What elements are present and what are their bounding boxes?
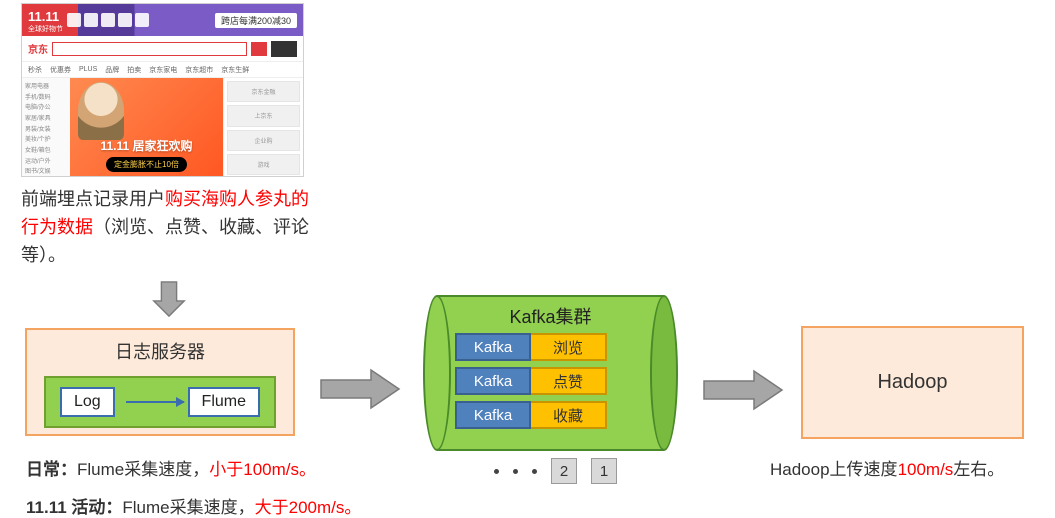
arrow-shape xyxy=(154,282,184,316)
nav-item: 京东家电 xyxy=(149,65,177,75)
cat-item: 电脑/办公 xyxy=(25,102,67,111)
speed-daily-red: 小于100m/s。 xyxy=(209,460,316,479)
site-nav: 秒杀 优惠券 PLUS 品牌 拍卖 京东家电 京东超市 京东生鲜 xyxy=(22,62,303,78)
kafka-topic-cell: 点赞 xyxy=(531,367,607,395)
cat-item: 运动/户外 xyxy=(25,156,67,165)
cat-item: 家用电器 xyxy=(25,81,67,90)
log-server-box: 日志服务器 Log Flume xyxy=(25,328,295,436)
kafka-rows: Kafka 浏览 Kafka 点赞 Kafka 收藏 xyxy=(455,333,607,429)
pager-page: 2 xyxy=(551,458,577,484)
speed-daily-text: Flume采集速度， xyxy=(77,460,209,479)
flume-chip: Flume xyxy=(188,387,260,417)
hadoop-speed: Hadoop上传速度100m/s左右。 xyxy=(770,455,1004,480)
ecommerce-screenshot: 11.11 全球好物节 跨店每满200减30 京东 秒杀 优惠券 PLUS 品牌… xyxy=(21,3,304,177)
kafka-label-cell: Kafka xyxy=(455,401,531,429)
pager-dot xyxy=(494,469,499,474)
nav-item: 秒杀 xyxy=(28,65,42,75)
speed-1111: 11.11 活动：Flume采集速度，大于200m/s。 xyxy=(26,493,361,518)
speed-1111-text: Flume采集速度， xyxy=(122,498,254,517)
side-tile: 游戏 xyxy=(227,154,300,175)
promo-pill: 跨店每满200减30 xyxy=(215,13,297,28)
kafka-row: Kafka 收藏 xyxy=(455,401,607,429)
hadoop-speed-post: 左右。 xyxy=(953,460,1004,479)
pager-dot xyxy=(532,469,537,474)
kafka-topic-cell: 浏览 xyxy=(531,333,607,361)
pager-dot xyxy=(513,469,518,474)
hadoop-speed-red: 100m/s xyxy=(898,460,954,479)
arrow-shape xyxy=(321,370,399,408)
kafka-label-cell: Kafka xyxy=(455,367,531,395)
arrow-down-icon xyxy=(150,280,188,318)
kafka-title: Kafka集群 xyxy=(423,303,678,329)
speed-1111-bold: 11.11 活动： xyxy=(26,498,122,517)
hero-person-icon xyxy=(78,82,124,140)
nav-item: 拍卖 xyxy=(127,65,141,75)
hadoop-box: Hadoop xyxy=(801,326,1024,439)
kafka-cluster: Kafka集群 Kafka 浏览 Kafka 点赞 Kafka 收藏 xyxy=(423,295,678,451)
side-tile: 上京东 xyxy=(227,105,300,126)
nav-item: 京东超市 xyxy=(185,65,213,75)
nav-item: 品牌 xyxy=(105,65,119,75)
category-sidebar: 家用电器 手机/数码 电脑/办公 家居/家具 男装/女装 美妆/个护 女鞋/箱包… xyxy=(22,78,70,177)
kafka-row: Kafka 点赞 xyxy=(455,367,607,395)
kafka-row: Kafka 浏览 xyxy=(455,333,607,361)
search-bar xyxy=(52,42,247,56)
cat-item: 男装/女装 xyxy=(25,124,67,133)
caption-pre: 前端埋点记录用户 xyxy=(21,189,165,209)
thin-arrow-icon xyxy=(126,401,184,403)
kafka-topic-cell: 收藏 xyxy=(531,401,607,429)
cat-item: 美妆/个护 xyxy=(25,134,67,143)
kafka-label-cell: Kafka xyxy=(455,333,531,361)
cat-item: 女鞋/箱包 xyxy=(25,145,67,154)
jd-logo: 京东 xyxy=(28,41,48,56)
log-server-inner: Log Flume xyxy=(44,376,276,428)
site-1111-logo: 11.11 xyxy=(28,9,59,24)
speed-daily-bold: 日常： xyxy=(26,460,77,479)
pager-row: 2 1 xyxy=(494,458,617,484)
nav-item: PLUS xyxy=(79,66,97,73)
hadoop-label: Hadoop xyxy=(877,371,947,394)
hero-banner: 11.11 居家狂欢购 定金膨胀不止10倍 xyxy=(70,78,223,177)
side-tile: 企业购 xyxy=(227,130,300,151)
cat-item: 手机/数码 xyxy=(25,92,67,101)
arrow-right-icon xyxy=(319,368,401,410)
arrow-shape xyxy=(704,371,782,409)
log-chip: Log xyxy=(60,387,115,417)
speed-daily: 日常：Flume采集速度，小于100m/s。 xyxy=(26,455,316,480)
pager-page: 1 xyxy=(591,458,617,484)
nav-item: 京东生鲜 xyxy=(221,65,249,75)
side-tile: 京东金融 xyxy=(227,81,300,102)
hero-pill: 定金膨胀不止10倍 xyxy=(106,157,187,172)
arrow-right-icon xyxy=(702,369,784,411)
site-top-banner: 11.11 全球好物节 跨店每满200减30 xyxy=(22,4,303,36)
header-ad xyxy=(271,41,297,57)
side-tiles: 京东金融 上京东 企业购 游戏 xyxy=(223,78,303,177)
hadoop-speed-pre: Hadoop上传速度 xyxy=(770,460,898,479)
site-1111-sub: 全球好物节 xyxy=(28,26,63,33)
cat-item: 图书/文娱 xyxy=(25,166,67,175)
nav-item: 优惠券 xyxy=(50,65,71,75)
cat-item: 家居/家具 xyxy=(25,113,67,122)
caption-text: 前端埋点记录用户购买海购人参丸的行为数据（浏览、点赞、收藏、评论等）。 xyxy=(21,186,311,270)
log-server-title: 日志服务器 xyxy=(27,338,293,364)
speed-1111-red: 大于200m/s。 xyxy=(255,498,362,517)
banner-icon-boxes xyxy=(67,13,149,27)
search-btn-icon xyxy=(251,42,267,56)
site-search-row: 京东 xyxy=(22,36,303,62)
